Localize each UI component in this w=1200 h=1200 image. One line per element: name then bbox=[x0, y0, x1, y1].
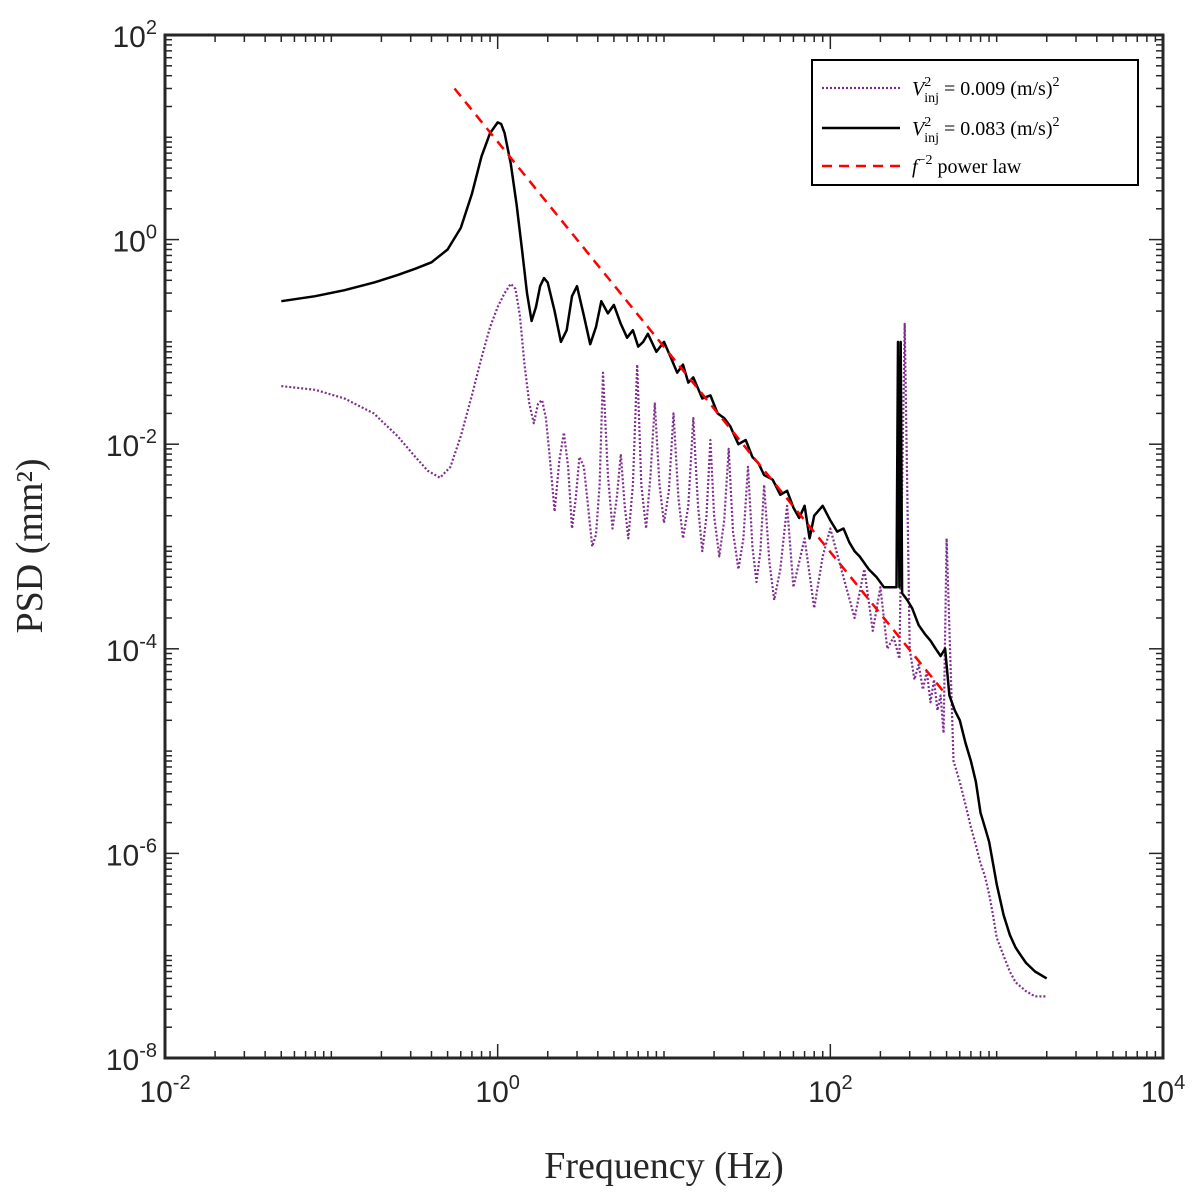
tick-labels: 10-2 100 102 104 10-8 10-6 10-4 10-2 100 102 bbox=[106, 17, 1185, 1109]
y-tick-label: 10-8 bbox=[106, 1040, 157, 1077]
x-tick-label: 100 bbox=[475, 1072, 519, 1109]
series-line-3 bbox=[453, 87, 948, 697]
y-tick-label: 102 bbox=[113, 17, 158, 54]
plot-background bbox=[165, 35, 1163, 1058]
x-tick-label: 10-2 bbox=[139, 1072, 190, 1109]
series-line-1 bbox=[281, 282, 1047, 998]
legend-label-2: V2 inj = 0.083 (m/s)2 bbox=[912, 115, 1060, 146]
legend-label-3: f−2 power law bbox=[912, 153, 1022, 178]
y-tick-label: 100 bbox=[113, 222, 158, 259]
series-layer bbox=[281, 87, 1048, 998]
y-tick-label: 10-6 bbox=[106, 835, 157, 872]
plot-frame bbox=[163, 33, 1165, 1060]
legend-items: V2 inj = 0.009 (m/s)2 V2 inj = 0.083 (m/s)2… bbox=[822, 75, 1060, 178]
x-tick-label: 102 bbox=[808, 1072, 853, 1109]
legend-label-1: V2 inj = 0.009 (m/s)2 bbox=[912, 75, 1060, 106]
legend: V2 inj = 0.009 (m/s)2 V2 inj = 0.083 (m/s)2… bbox=[811, 59, 1139, 186]
legend-box bbox=[811, 59, 1139, 186]
series-line-2 bbox=[281, 121, 1048, 980]
x-axis-label: Frequency (Hz) bbox=[544, 1145, 784, 1187]
y-axis-label: PSD (mm²) bbox=[9, 458, 51, 633]
x-tick-label: 104 bbox=[1141, 1072, 1186, 1109]
y-tick-label: 10-4 bbox=[106, 631, 157, 668]
y-tick-label: 10-2 bbox=[106, 426, 157, 463]
